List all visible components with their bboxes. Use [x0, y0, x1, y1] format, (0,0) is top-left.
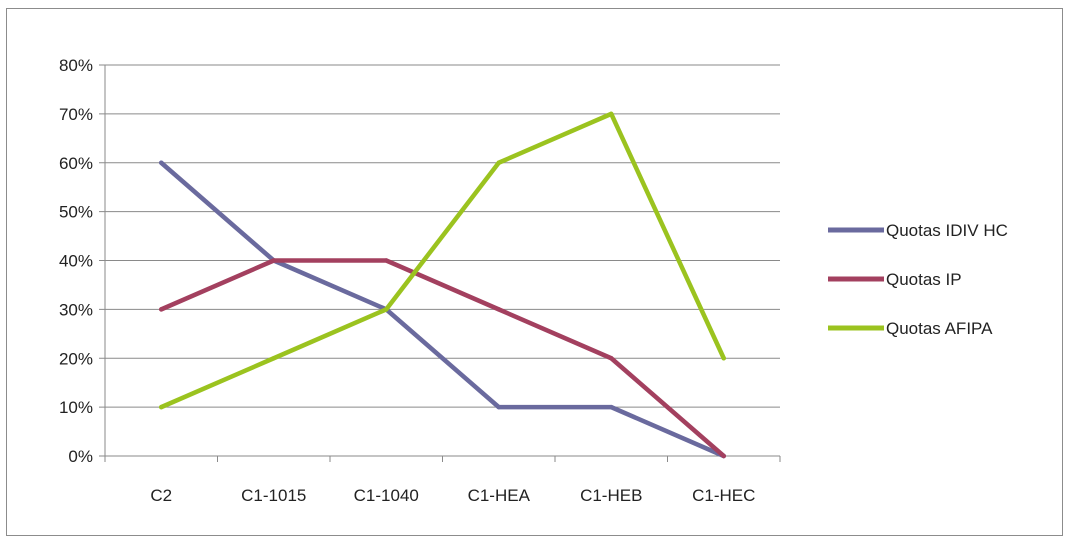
y-tick-label: 30%	[59, 300, 93, 319]
data-point	[609, 356, 614, 361]
data-point	[496, 160, 501, 165]
data-point	[271, 356, 276, 361]
y-tick-label: 70%	[59, 105, 93, 124]
legend-label: Quotas AFIPA	[886, 319, 993, 338]
x-tick-label: C1-HEC	[692, 486, 755, 505]
data-point	[609, 111, 614, 117]
x-tick-label: C1-HEA	[468, 486, 531, 505]
y-tick-label: 60%	[59, 154, 93, 173]
legend-label: Quotas IDIV HC	[886, 221, 1008, 240]
data-point	[159, 307, 164, 312]
data-point	[384, 307, 389, 312]
series-line-1	[159, 258, 726, 459]
data-point	[721, 453, 726, 459]
data-point	[496, 404, 501, 410]
data-point	[384, 258, 389, 263]
series-lines	[159, 111, 726, 459]
chart-frame	[6, 8, 1063, 536]
x-tick-label: C1-1015	[241, 486, 306, 505]
y-tick-label: 80%	[59, 56, 93, 75]
data-point	[496, 307, 501, 312]
legend-label: Quotas IP	[886, 270, 962, 289]
x-tick-label: C2	[150, 486, 172, 505]
data-point	[271, 258, 276, 263]
y-tick-label: 50%	[59, 203, 93, 222]
x-tick-label: C1-HEB	[580, 486, 642, 505]
y-tick-label: 0%	[68, 447, 93, 466]
series-line-2	[159, 111, 726, 410]
data-point	[159, 404, 164, 410]
y-axis-tick-labels: 0% 10% 20% 30% 40% 50% 60% 70% 80%	[59, 56, 93, 466]
series-line-0	[159, 160, 726, 459]
data-point	[159, 160, 164, 165]
data-point	[609, 404, 614, 410]
y-tick-label: 10%	[59, 398, 93, 417]
y-tick-label: 40%	[59, 252, 93, 271]
legend: Quotas IDIV HC Quotas IP Quotas AFIPA	[828, 221, 1008, 338]
y-tick-label: 20%	[59, 349, 93, 368]
data-point	[721, 356, 726, 361]
x-axis-tick-labels: C2 C1-1015 C1-1040 C1-HEA C1-HEB C1-HEC	[150, 486, 755, 505]
x-tick-label: C1-1040	[354, 486, 419, 505]
axes	[99, 64, 781, 462]
